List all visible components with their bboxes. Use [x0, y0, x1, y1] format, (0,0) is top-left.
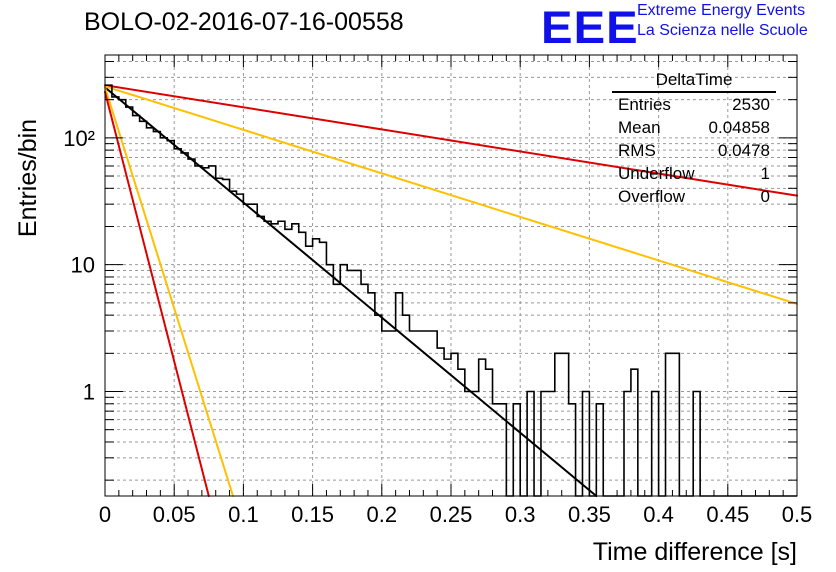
x-tick-label: 0.25	[430, 502, 473, 527]
stats-row-overflow: Overflow 0	[612, 185, 776, 208]
brand-line-1: Extreme Energy Events	[637, 2, 806, 19]
stats-row-mean: Mean 0.04858	[612, 116, 776, 139]
stats-value: 0	[760, 187, 770, 206]
stats-value: 0.04858	[708, 118, 770, 137]
stats-label: Mean	[618, 118, 661, 137]
stats-row-rms: RMS 0.0478	[612, 139, 776, 162]
fit-curve	[104, 84, 798, 197]
stats-label: Underflow	[618, 164, 695, 183]
x-tick-label: 0.2	[367, 502, 398, 527]
fit-curve	[104, 86, 235, 497]
x-tick-label: 0.4	[643, 502, 674, 527]
stats-row-entries: Entries 2530	[612, 93, 776, 116]
chart-title: BOLO-02-2016-07-16-00558	[84, 8, 404, 36]
x-axis-title: Time difference [s]	[593, 538, 797, 566]
stats-value: 2530	[732, 95, 770, 114]
stats-label: Entries	[618, 95, 671, 114]
y-axis-title: Entries/bin	[14, 119, 42, 237]
y-tick-label: 10²	[63, 126, 95, 151]
x-tick-label: 0	[99, 502, 111, 527]
x-tick-label: 0.05	[153, 502, 196, 527]
stats-value: 0.0478	[718, 141, 770, 160]
x-tick-label: 0.15	[291, 502, 334, 527]
stats-box: DeltaTime Entries 2530 Mean 0.04858 RMS …	[612, 69, 776, 208]
stats-label: RMS	[618, 141, 656, 160]
y-tick-label: 10	[71, 253, 95, 278]
axis-ticks	[104, 55, 798, 496]
y-tick-label: 1	[83, 380, 95, 405]
fit-curve	[104, 85, 798, 305]
y-tick-labels: 1 10 10²	[63, 126, 95, 405]
stats-value: 1	[760, 164, 770, 183]
fit-curve	[104, 90, 210, 497]
x-tick-label: 0.5	[782, 502, 813, 527]
stats-row-underflow: Underflow 1	[612, 162, 776, 185]
x-tick-label: 0.45	[706, 502, 749, 527]
x-tick-label: 0.3	[505, 502, 536, 527]
stats-label: Overflow	[618, 187, 686, 206]
fit-curve	[104, 86, 598, 497]
eee-logo: EEE	[541, 2, 639, 53]
x-tick-label: 0.1	[228, 502, 259, 527]
x-tick-labels: 0 0.05 0.1 0.15 0.2 0.25 0.3 0.35 0.4 0.45 0.5	[99, 502, 812, 527]
x-tick-label: 0.35	[568, 502, 611, 527]
stats-box-name: DeltaTime	[612, 69, 776, 93]
brand-line-2: La Scienza nelle Scuole	[637, 22, 808, 39]
